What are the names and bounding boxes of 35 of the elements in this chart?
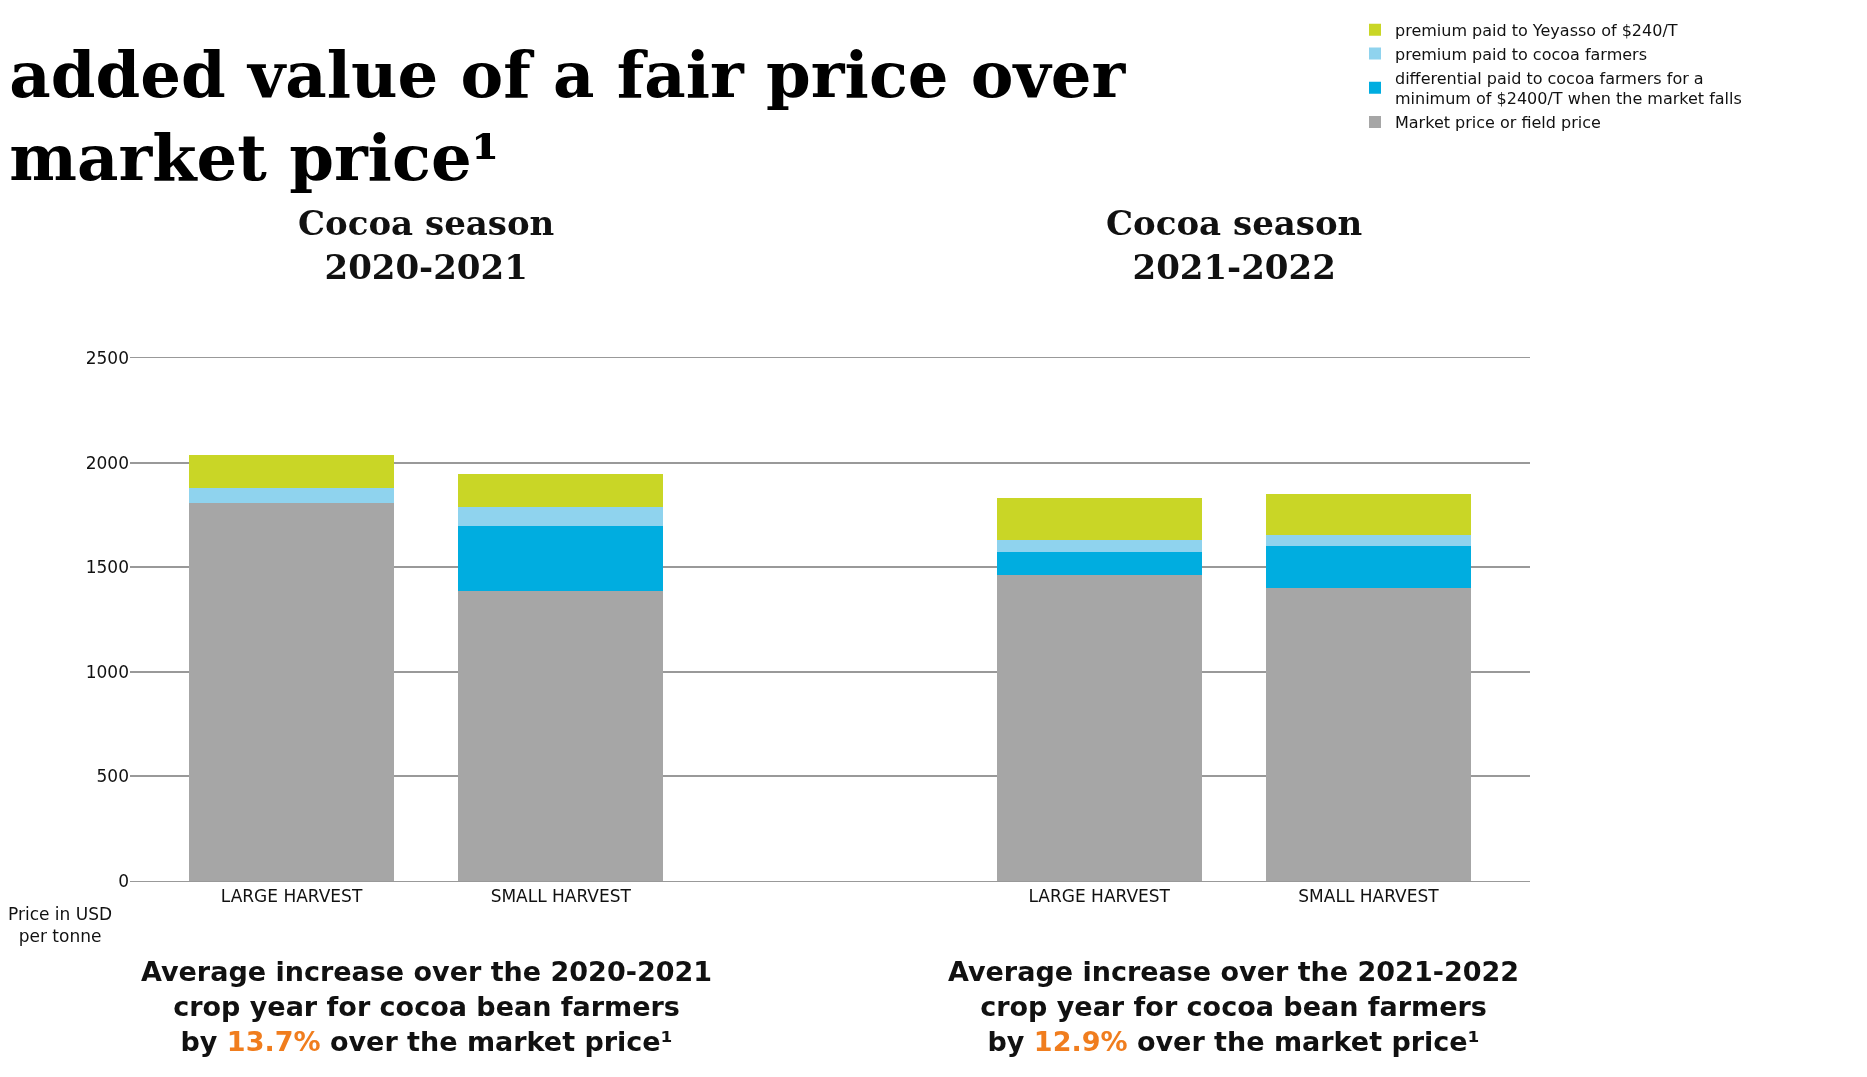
bar: [996, 574, 1202, 881]
x-tick-label: LARGE HARVEST: [220, 886, 363, 907]
y-tick-label: 2500: [85, 347, 129, 368]
legend-label: differential paid to cocoa farmers for a minimum of $2400/T when the market falls: [1395, 68, 1742, 109]
bar: [458, 591, 664, 881]
y-tick-label: 0: [118, 870, 129, 891]
bar: [458, 525, 664, 592]
bar: [189, 455, 394, 489]
y-tick-label: 500: [96, 766, 129, 787]
bar: [996, 551, 1202, 575]
bar: [1266, 587, 1471, 881]
text: Cocoa season 2021-2022: [1106, 203, 1363, 288]
bar: [996, 497, 1202, 540]
x-tick-label: LARGE HARVEST: [1028, 886, 1171, 907]
bar: [1266, 545, 1471, 588]
x-tick-label: SMALL HARVEST: [490, 886, 632, 907]
bar: [189, 488, 394, 504]
x-tick-label: SMALL HARVEST: [1298, 886, 1440, 907]
bar: [1266, 534, 1471, 546]
bar: [458, 506, 664, 526]
text: Cocoa season 2020-2021: [298, 203, 555, 288]
legend-label: premium paid to cocoa farmers: [1395, 44, 1648, 64]
text: Average increase over the 2020-2021 crop year for cocoa bean farmers by 13.7% over the market price¹: [141, 956, 713, 1058]
legend-label: Market price or field price: [1395, 113, 1601, 133]
bar: [189, 503, 394, 881]
y-axis-title: Price in USD per tonne: [8, 904, 113, 947]
chart-title: added value of a fair price over market price¹: [9, 36, 1127, 196]
bar: [1266, 493, 1471, 535]
y-tick-label: 1500: [85, 557, 129, 578]
legend-label: premium paid to Yeyasso of $240/T: [1395, 20, 1678, 40]
bar: [996, 539, 1202, 552]
bar: [458, 474, 664, 507]
y-tick-label: 1000: [85, 661, 129, 682]
text: Average increase over the 2021-2022 crop year for cocoa bean farmers by 12.9% over the market price¹: [948, 956, 1520, 1058]
y-tick-label: 2000: [85, 452, 129, 473]
